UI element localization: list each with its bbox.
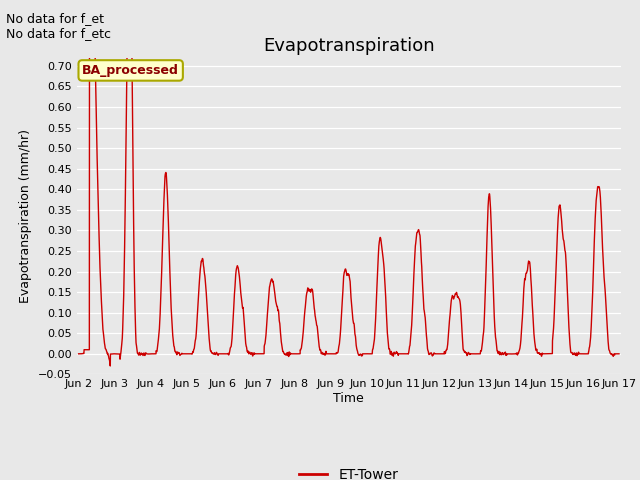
Y-axis label: Evapotranspiration (mm/hr): Evapotranspiration (mm/hr) — [19, 129, 33, 303]
Legend: ET-Tower: ET-Tower — [294, 463, 404, 480]
X-axis label: Time: Time — [333, 392, 364, 405]
Text: No data for f_et
No data for f_etc: No data for f_et No data for f_etc — [6, 12, 111, 40]
Title: Evapotranspiration: Evapotranspiration — [263, 36, 435, 55]
Text: BA_processed: BA_processed — [82, 64, 179, 77]
